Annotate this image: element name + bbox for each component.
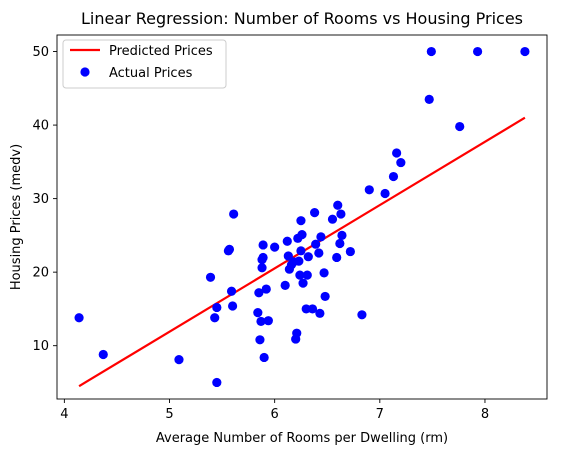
data-point: [258, 252, 268, 263]
data-point: [520, 46, 530, 57]
data-point: [296, 246, 306, 256]
data-point: [303, 252, 313, 262]
data-point: [261, 284, 271, 294]
data-point: [307, 304, 318, 314]
data-point: [332, 252, 342, 263]
data-point: [357, 310, 367, 320]
data-point: [316, 232, 326, 242]
data-point: [455, 121, 465, 132]
data-point: [311, 239, 321, 249]
data-point: [98, 349, 108, 360]
data-point: [212, 377, 222, 388]
data-point: [224, 244, 235, 254]
data-point: [256, 316, 266, 327]
y-tick-label: 10: [32, 339, 49, 354]
data-point: [380, 188, 390, 199]
data-point: [255, 335, 265, 345]
data-point: [396, 157, 406, 168]
data-point: [473, 46, 483, 57]
data-point: [263, 316, 273, 326]
data-point: [294, 256, 304, 266]
data-point: [270, 242, 280, 252]
data-point: [295, 270, 305, 280]
data-point: [257, 263, 267, 273]
data-point: [345, 246, 355, 257]
data-point: [301, 304, 311, 314]
x-tick-label: 5: [165, 407, 173, 422]
data-point: [310, 207, 320, 218]
legend-label-predicted: Predicted Prices: [109, 44, 213, 59]
y-axis-label: Housing Prices (medv): [9, 144, 24, 290]
x-tick-label: 7: [376, 407, 384, 422]
data-point: [282, 236, 292, 246]
data-point: [258, 240, 268, 250]
data-point: [283, 251, 293, 261]
data-point: [74, 313, 84, 323]
data-point: [424, 94, 434, 104]
data-point: [320, 291, 330, 302]
x-axis-label: Average Number of Rooms per Dwelling (rm…: [156, 431, 448, 446]
axes: 4 5 6 7 8 10 20 30 40 50: [32, 34, 548, 422]
data-point: [280, 280, 290, 290]
x-tick-label: 6: [271, 407, 279, 422]
data-point: [388, 171, 399, 182]
y-tick-label: 40: [32, 119, 49, 134]
chart-title: Linear Regression: Number of Rooms vs Ho…: [81, 9, 523, 28]
data-point: [364, 185, 374, 195]
data-point: [333, 200, 343, 210]
legend: Predicted Prices Actual Prices: [62, 39, 227, 89]
data-point: [335, 238, 345, 249]
data-point: [254, 288, 264, 298]
data-point: [259, 352, 269, 363]
data-point: [210, 313, 220, 323]
y-tick-label: 50: [32, 45, 49, 60]
data-point: [327, 214, 338, 224]
x-tick-label: 4: [60, 407, 68, 422]
plot-area: [74, 46, 530, 388]
data-point: [426, 46, 436, 57]
y-tick-label: 30: [32, 192, 49, 207]
data-point: [205, 272, 216, 282]
data-point: [292, 328, 302, 338]
x-tick-label: 8: [481, 407, 489, 422]
data-point: [392, 148, 402, 158]
data-point: [314, 248, 324, 258]
data-point: [296, 216, 306, 226]
data-point: [315, 308, 325, 318]
data-point: [297, 230, 307, 240]
data-point: [336, 209, 346, 219]
data-point: [337, 230, 347, 240]
legend-point-swatch: [80, 67, 90, 77]
data-point: [302, 270, 312, 280]
data-point: [226, 286, 237, 296]
data-point: [253, 307, 263, 318]
plot-frame: [56, 34, 548, 400]
data-point: [228, 301, 238, 311]
data-point: [298, 278, 308, 288]
data-point: [174, 355, 184, 365]
legend-box: [62, 39, 227, 89]
data-point: [319, 268, 329, 278]
legend-label-actual: Actual Prices: [109, 66, 193, 81]
y-tick-label: 20: [32, 266, 49, 281]
data-point: [212, 302, 222, 313]
data-point: [229, 209, 239, 219]
